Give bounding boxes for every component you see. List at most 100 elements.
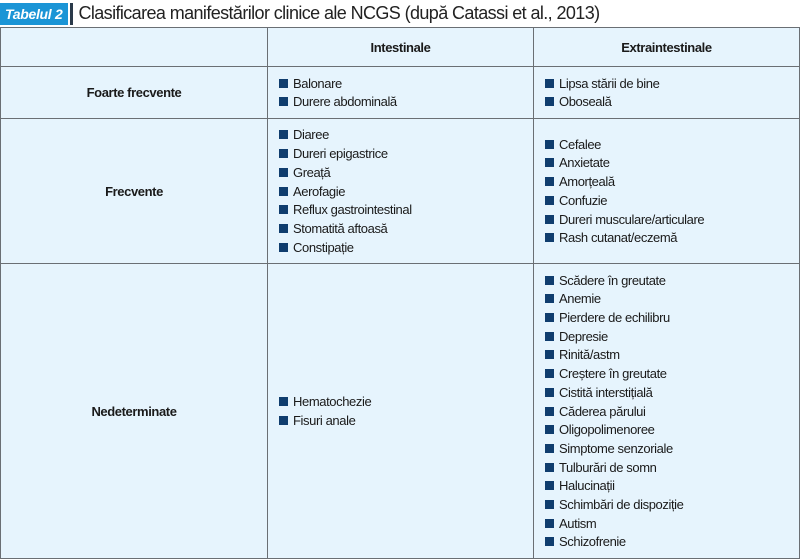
table-row: Nedeterminate Hematochezie Fisuri anale Scă… <box>0 263 800 559</box>
extraintestinal-list: Cefalee Anxietate Amorțeală Confuzie Dureri … <box>533 118 800 264</box>
square-bullet-icon <box>545 537 554 547</box>
list-item: Pierdere de echilibru <box>545 308 799 327</box>
list-item-text: Autism <box>559 515 597 531</box>
list-item: Fisuri anale <box>279 411 533 430</box>
square-bullet-icon <box>279 167 288 177</box>
list-item-text: Diaree <box>293 127 329 143</box>
list-item: Rinită/astm <box>545 346 799 365</box>
square-bullet-icon <box>279 149 288 159</box>
caption-divider <box>70 2 74 25</box>
list-item-text: Oligopolimenoree <box>559 422 655 438</box>
header-empty <box>0 27 268 67</box>
square-bullet-icon <box>545 481 554 491</box>
square-bullet-icon <box>545 313 554 323</box>
list-item-text: Reflux gastrointestinal <box>293 202 412 218</box>
list-item: Scădere în greutate <box>545 271 799 290</box>
list-item-text: Căderea părului <box>559 403 646 419</box>
table-label-badge: Tabelul 2 <box>0 2 69 25</box>
list-item-text: Cistită interstițială <box>559 384 653 400</box>
list-item: Amorțeală <box>545 172 799 191</box>
list-item: Anxietate <box>545 154 799 173</box>
extraintestinal-list: Scădere în greutate Anemie Pierdere de ech… <box>533 263 800 559</box>
list-item: Creștere în greutate <box>545 364 799 383</box>
list-item: Greață <box>279 163 533 182</box>
list-item-text: Rash cutanat/eczemă <box>559 230 678 246</box>
list-item: Cistită interstițială <box>545 383 799 402</box>
list-item-text: Cefalee <box>559 136 602 152</box>
row-category: Foarte frecvente <box>0 66 268 119</box>
list-item-text: Durere abdominală <box>293 94 397 110</box>
square-bullet-icon <box>545 331 554 341</box>
list-item: Oligopolimenoree <box>545 420 799 439</box>
list-item-text: Anemie <box>559 291 601 307</box>
list-item: Autism <box>545 514 799 533</box>
square-bullet-icon <box>545 406 554 416</box>
square-bullet-icon <box>545 425 554 435</box>
extraintestinal-list: Lipsa stării de bine Oboseală <box>533 66 800 119</box>
list-item-text: Amorțeală <box>559 174 615 190</box>
intestinal-list: Balonare Durere abdominală <box>267 66 534 119</box>
square-bullet-icon <box>279 397 288 407</box>
list-item: Durere abdominală <box>279 93 533 112</box>
square-bullet-icon <box>279 223 288 233</box>
list-item-text: Pierdere de echilibru <box>559 310 670 326</box>
header-extraintestinal: Extraintestinale <box>533 27 800 67</box>
square-bullet-icon <box>545 462 554 472</box>
table-row: Foarte frecvente Balonare Durere abdominal… <box>0 66 800 119</box>
list-item-text: Constipație <box>293 239 354 255</box>
table-row: Frecvente Diaree Dureri epigastrice Greață A… <box>0 118 800 264</box>
list-item-text: Hematochezie <box>293 394 372 410</box>
header-intestinal: Intestinale <box>267 27 534 67</box>
list-item-text: Stomatită aftoasă <box>293 220 388 236</box>
list-item-text: Creștere în greutate <box>559 366 667 382</box>
list-item: Halucinații <box>545 476 799 495</box>
square-bullet-icon <box>545 518 554 528</box>
square-bullet-icon <box>545 294 554 304</box>
list-item: Cefalee <box>545 135 799 154</box>
list-item: Confuzie <box>545 191 799 210</box>
list-item: Aerofagie <box>279 182 533 201</box>
list-item-text: Scădere în greutate <box>559 272 666 288</box>
table-title: Clasificarea manifestărilor clinice ale … <box>78 3 600 23</box>
list-item: Lipsa stării de bine <box>545 74 799 93</box>
list-item-text: Depresie <box>559 328 608 344</box>
list-item-text: Tulburări de somn <box>559 459 657 475</box>
square-bullet-icon <box>279 242 288 252</box>
row-category: Frecvente <box>0 118 268 264</box>
list-item: Dureri epigastrice <box>279 144 533 163</box>
classification-table: Intestinale Extraintestinale Foarte frec… <box>0 27 800 559</box>
square-bullet-icon <box>279 186 288 196</box>
list-item-text: Schizofrenie <box>559 534 626 550</box>
list-item: Balonare <box>279 74 533 93</box>
square-bullet-icon <box>279 205 288 215</box>
list-item: Schizofrenie <box>545 532 799 551</box>
list-item: Dureri musculare/articulare <box>545 210 799 229</box>
list-item-text: Dureri musculare/articulare <box>559 211 705 227</box>
square-bullet-icon <box>279 97 288 107</box>
square-bullet-icon <box>545 499 554 509</box>
square-bullet-icon <box>545 97 554 107</box>
list-item: Reflux gastrointestinal <box>279 200 533 219</box>
list-item-text: Fisuri anale <box>293 412 356 428</box>
list-item: Căderea părului <box>545 402 799 421</box>
list-item: Rash cutanat/eczemă <box>545 228 799 247</box>
square-bullet-icon <box>545 387 554 397</box>
list-item-text: Simptome senzoriale <box>559 440 673 456</box>
list-item: Diaree <box>279 126 533 145</box>
list-item: Oboseală <box>545 93 799 112</box>
list-item: Stomatită aftoasă <box>279 219 533 238</box>
list-item: Schimbări de dispoziție <box>545 495 799 514</box>
list-item-text: Rinită/astm <box>559 347 620 363</box>
square-bullet-icon <box>279 415 288 425</box>
square-bullet-icon <box>279 130 288 140</box>
square-bullet-icon <box>545 195 554 205</box>
table-caption: Tabelul 2 Clasificarea manifestărilor cl… <box>0 0 600 27</box>
square-bullet-icon <box>545 139 554 149</box>
list-item-text: Aerofagie <box>293 183 346 199</box>
intestinal-list: Hematochezie Fisuri anale <box>267 263 534 559</box>
square-bullet-icon <box>545 233 554 243</box>
square-bullet-icon <box>545 275 554 285</box>
header-row: Intestinale Extraintestinale <box>0 27 800 67</box>
square-bullet-icon <box>545 443 554 453</box>
square-bullet-icon <box>545 158 554 168</box>
